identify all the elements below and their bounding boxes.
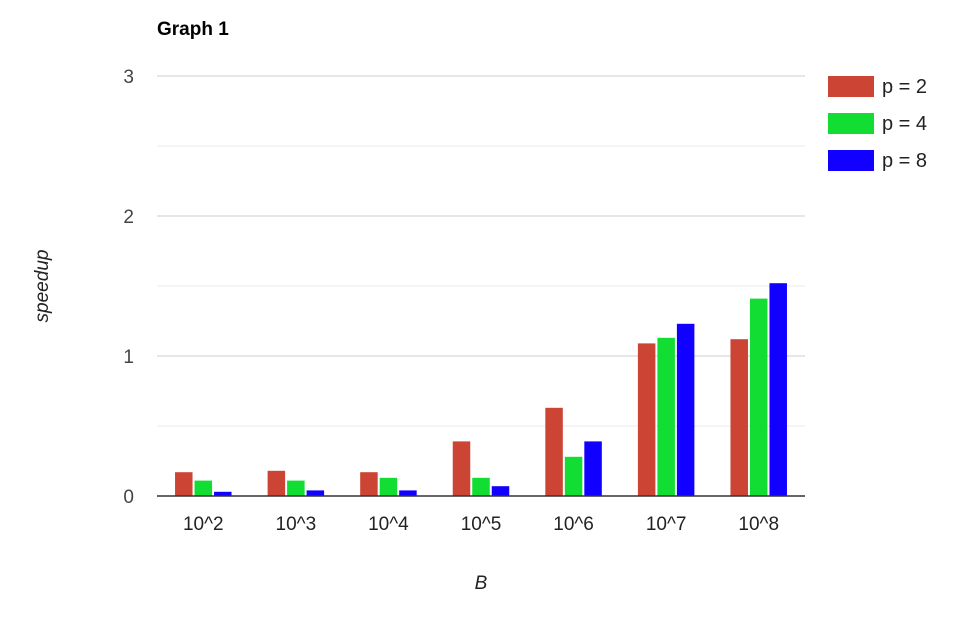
bar <box>287 480 305 496</box>
y-tick-label: 0 <box>123 487 134 508</box>
x-tick-label: 10^2 <box>183 514 224 535</box>
bars <box>175 283 787 496</box>
bar <box>379 477 398 496</box>
legend-swatch <box>828 113 874 134</box>
bar <box>769 283 787 496</box>
legend-label: p = 4 <box>882 113 927 135</box>
y-tick-label: 3 <box>123 67 134 88</box>
bar <box>730 339 748 496</box>
y-tick-label: 2 <box>123 207 134 228</box>
bar <box>214 491 232 496</box>
x-tick-label: 10^7 <box>646 514 687 535</box>
bar <box>657 337 675 496</box>
bar <box>637 343 656 496</box>
x-tick-label: 10^4 <box>368 514 409 535</box>
legend-label: p = 2 <box>882 76 927 98</box>
x-axis-label: B <box>475 573 488 594</box>
x-axis-ticks: 10^2 10^3 10^4 10^5 10^6 10^7 10^8 <box>183 514 779 535</box>
bar <box>175 472 193 496</box>
y-axis-ticks: 0 1 2 3 <box>123 67 134 508</box>
bar <box>194 480 213 496</box>
bar <box>545 407 563 496</box>
legend-swatch <box>828 150 874 171</box>
legend-label: p = 8 <box>882 150 927 172</box>
bar <box>360 472 378 496</box>
bar <box>399 490 417 496</box>
y-axis-label: speedup <box>32 250 53 323</box>
bar <box>676 323 695 496</box>
y-tick-label: 1 <box>123 347 134 368</box>
gridlines <box>157 75 805 427</box>
bar <box>306 490 325 496</box>
legend: p = 2 p = 4 p = 8 <box>828 76 927 172</box>
bar <box>452 441 471 496</box>
legend-swatch <box>828 76 874 97</box>
bar <box>491 486 510 496</box>
bar <box>564 456 583 496</box>
bar <box>584 441 602 496</box>
bar <box>267 470 286 496</box>
bar <box>472 477 490 496</box>
bar <box>749 298 768 496</box>
x-tick-label: 10^3 <box>276 514 317 535</box>
x-tick-label: 10^8 <box>738 514 779 535</box>
chart-title: Graph 1 <box>157 19 229 40</box>
x-tick-label: 10^5 <box>461 514 502 535</box>
x-tick-label: 10^6 <box>553 514 594 535</box>
